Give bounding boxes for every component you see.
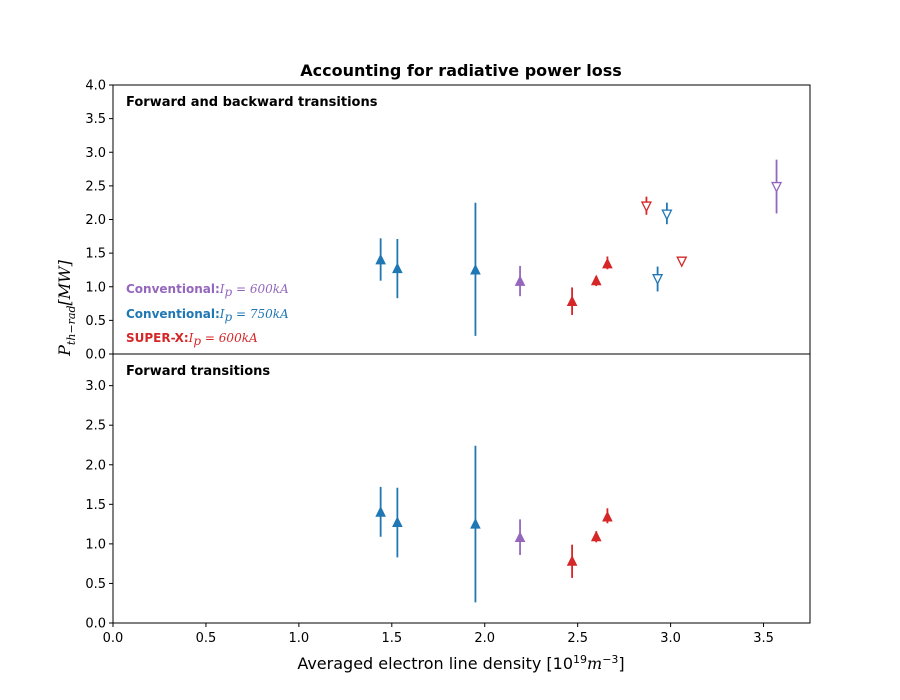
y-tick-label: 1.0 xyxy=(85,537,106,552)
panel-label: Forward and backward transitions xyxy=(126,95,378,110)
panel-frame xyxy=(112,353,811,624)
legend-current-subscript: p xyxy=(193,334,201,348)
y-tick-label: 2.5 xyxy=(85,179,106,194)
y-tick-label: 0.5 xyxy=(85,314,106,329)
data-point-triangle-up xyxy=(590,530,602,542)
data-point-triangle-up xyxy=(514,531,526,543)
data-point-triangle-up xyxy=(375,506,386,517)
y-axis-label: Pth−rad[MW] xyxy=(55,259,78,356)
y-tick-label: 1.5 xyxy=(85,498,106,513)
x-axis-label-exponent: 19 xyxy=(573,653,587,666)
y-tick-label: 0.0 xyxy=(85,348,106,363)
panel-2: 0.0 0.5 1.0 1.5 2.0 2.5 3.0 Forward transitions xyxy=(85,364,613,632)
data-point-triangle-down xyxy=(640,201,652,213)
data-point-triangle-up xyxy=(392,516,403,528)
legend-current-symbol: I xyxy=(219,307,225,321)
x-tick-label: 3.5 xyxy=(753,631,774,646)
legend-series-type: Conventional: xyxy=(126,282,220,296)
chart-title: Accounting for radiative power loss xyxy=(300,61,622,80)
data-point-triangle-down xyxy=(676,256,688,268)
y-tick-label: 2.0 xyxy=(85,458,106,473)
legend-current-value: = 600kA xyxy=(232,282,289,296)
legend-current-value: = 600kA xyxy=(201,331,258,345)
data-point-triangle-up xyxy=(590,274,602,286)
y-axis-label-unit: [MW] xyxy=(55,259,74,305)
y-tick-label: 3.0 xyxy=(85,379,106,394)
y-axis-label-subscript: th−rad xyxy=(65,305,78,345)
legend-entry: Conventional:Ip = 750kA xyxy=(126,307,289,324)
y-tick-label: 2.0 xyxy=(85,213,106,228)
x-tick-label: 3.0 xyxy=(660,631,681,646)
panels-layer: 0.0 0.5 1.0 1.5 2.0 2.5 3.0 3.5 4.0 Forward and b… xyxy=(85,79,811,646)
data-point-triangle-up xyxy=(392,262,403,274)
legend-entry: Conventional:Ip = 600kA xyxy=(126,282,289,299)
legend-current-subscript: p xyxy=(225,285,233,299)
y-axis-label-symbol: P xyxy=(55,345,74,357)
x-tick-label: 1.0 xyxy=(289,631,310,646)
y-tick-label: 0.5 xyxy=(85,577,106,592)
x-axis-label: Averaged electron line density [1019m−3] xyxy=(297,653,624,673)
legend-current-subscript: p xyxy=(225,310,233,324)
data-point-triangle-up xyxy=(375,253,386,265)
legend-current-symbol: I xyxy=(188,331,194,345)
data-point-triangle-up xyxy=(470,517,481,529)
x-axis-label-text: Averaged electron line density [10 xyxy=(297,654,573,673)
x-axis-label-unit: m xyxy=(587,654,602,673)
y-tick-label: 1.0 xyxy=(85,280,106,295)
panel-label: Forward transitions xyxy=(126,364,270,379)
panel-1: 0.0 0.5 1.0 1.5 2.0 2.5 3.0 3.5 4.0 Forward and b… xyxy=(85,79,783,363)
x-tick-label: 1.5 xyxy=(381,631,402,646)
data-point-triangle-up xyxy=(566,295,578,307)
x-axis-label-end: ] xyxy=(618,654,624,673)
legend-series-type: Conventional: xyxy=(126,307,220,321)
data-point-triangle-down xyxy=(652,274,664,286)
data-point-triangle-up xyxy=(566,555,578,566)
data-point-triangle-up xyxy=(602,257,613,269)
legend-entry: SUPER-X:Ip = 600kA xyxy=(126,331,258,348)
data-point-triangle-down xyxy=(661,209,673,221)
data-point-triangle-up xyxy=(602,510,613,522)
data-point-triangle-up xyxy=(514,275,526,286)
y-tick-label: 3.5 xyxy=(85,112,106,127)
x-tick-label: 2.5 xyxy=(567,631,588,646)
y-tick-label: 3.0 xyxy=(85,146,106,161)
legend-current-symbol: I xyxy=(219,282,225,296)
data-point-triangle-down xyxy=(770,181,783,194)
x-tick-label: 0.0 xyxy=(103,631,124,646)
x-axis-label-unit-exponent: −3 xyxy=(602,653,618,666)
legend-current-value: = 750kA xyxy=(232,307,289,321)
data-point-triangle-up xyxy=(470,263,481,275)
x-tick-label: 0.5 xyxy=(196,631,217,646)
y-tick-label: 1.5 xyxy=(85,247,106,262)
legend-series-type: SUPER-X: xyxy=(126,331,189,345)
y-tick-label: 0.0 xyxy=(85,617,106,632)
y-tick-label: 4.0 xyxy=(85,79,106,94)
x-tick-label: 2.0 xyxy=(474,631,495,646)
y-tick-label: 2.5 xyxy=(85,419,106,434)
